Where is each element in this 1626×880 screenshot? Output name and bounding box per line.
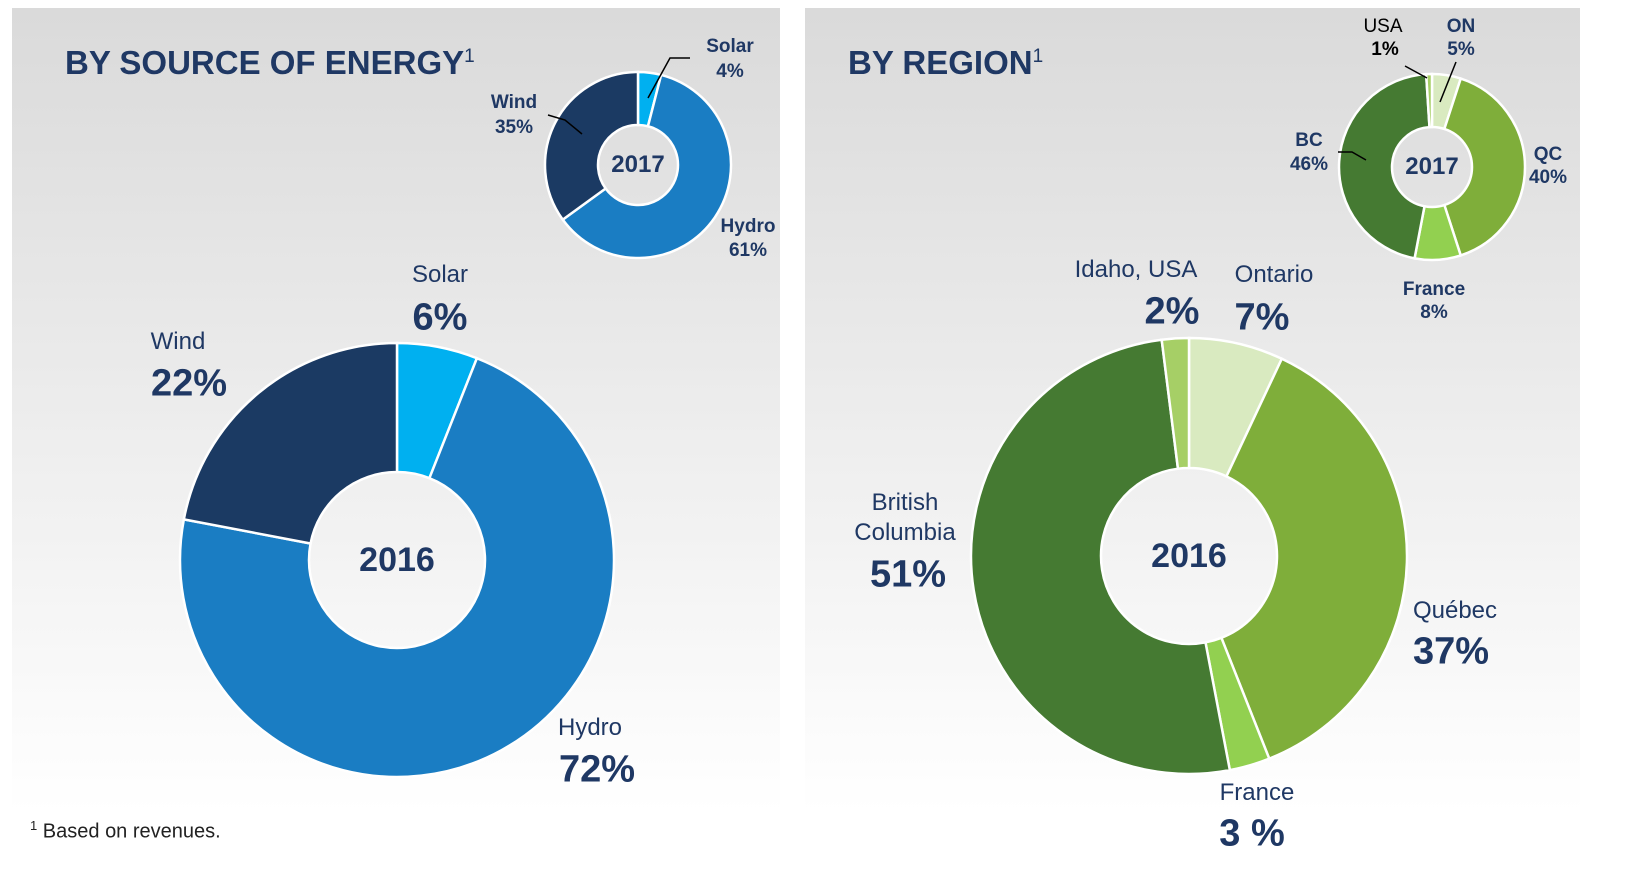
donut-slice bbox=[543, 70, 640, 222]
slice-value: 2% bbox=[1144, 290, 1200, 333]
center-label: 2016 bbox=[1151, 536, 1227, 575]
slice-value: 35% bbox=[494, 117, 534, 139]
slice-name: Ontario bbox=[1234, 261, 1314, 288]
donut-slice bbox=[1160, 336, 1191, 471]
footnote-marker: 1 bbox=[30, 818, 38, 833]
donut-slice bbox=[969, 338, 1232, 776]
slice-value: 3 % bbox=[1219, 812, 1285, 855]
leader-line bbox=[1439, 61, 1457, 103]
donut-slice bbox=[182, 341, 399, 545]
title-text: BY REGION bbox=[848, 44, 1033, 81]
title-note: 1 bbox=[1032, 46, 1044, 67]
slice-name: Solar bbox=[411, 261, 469, 288]
leader-line bbox=[1338, 151, 1367, 161]
slice-value: 22% bbox=[150, 362, 228, 405]
slice-name: Québec bbox=[1412, 597, 1498, 624]
slice-value: 1% bbox=[1371, 39, 1399, 61]
slice-name: France bbox=[1219, 779, 1295, 806]
slice-name: USA bbox=[1363, 16, 1403, 38]
slice-value: 61% bbox=[728, 240, 768, 262]
slice-value: 46% bbox=[1289, 154, 1329, 176]
slice-name: ON bbox=[1446, 16, 1476, 38]
slice-name: Wind bbox=[490, 92, 538, 114]
slice-value: 7% bbox=[1234, 296, 1290, 339]
panel-title: BY REGION1 bbox=[848, 44, 1043, 82]
slice-name: France bbox=[1402, 279, 1466, 301]
leader-line bbox=[547, 114, 583, 135]
title-note: 1 bbox=[464, 46, 475, 67]
donut-slice bbox=[561, 73, 733, 260]
slice-value: 72% bbox=[558, 748, 636, 791]
center-label: 2017 bbox=[611, 151, 665, 178]
leader-lines bbox=[547, 57, 1457, 161]
slice-name: Idaho, USA bbox=[1074, 256, 1198, 283]
slice-name: Wind bbox=[150, 328, 206, 355]
donut-slice bbox=[1424, 72, 1434, 129]
panel-title: BY SOURCE OF ENERGY1 bbox=[65, 44, 475, 82]
slice-value: 51% bbox=[869, 553, 947, 596]
slice-value: 5% bbox=[1447, 39, 1475, 61]
slice-name: Solar bbox=[706, 36, 754, 58]
slice-name: Hydro bbox=[557, 714, 623, 741]
footnote: 1 Based on revenues. bbox=[30, 818, 221, 844]
donut-slice bbox=[1337, 72, 1431, 260]
title-text: BY SOURCE OF ENERGY bbox=[65, 44, 465, 81]
slice-value: 40% bbox=[1528, 167, 1568, 189]
donut-slice bbox=[1219, 357, 1409, 761]
donut-slice bbox=[178, 356, 616, 779]
slice-value: 4% bbox=[716, 61, 744, 83]
slice-name: Hydro bbox=[720, 216, 776, 238]
donut-slice bbox=[1442, 76, 1527, 258]
footnote-text: Based on revenues. bbox=[42, 820, 221, 843]
leader-line bbox=[647, 57, 690, 99]
center-label: 2017 bbox=[1405, 153, 1459, 180]
slice-value: 8% bbox=[1420, 302, 1448, 324]
slice-name: BC bbox=[1295, 130, 1323, 152]
center-label: 2016 bbox=[359, 540, 435, 579]
slice-value: 6% bbox=[412, 296, 468, 339]
slice-name: British Columbia bbox=[854, 489, 956, 546]
leader-line bbox=[1404, 65, 1428, 79]
slice-name: QC bbox=[1533, 144, 1563, 166]
slice-value: 37% bbox=[1412, 630, 1490, 673]
